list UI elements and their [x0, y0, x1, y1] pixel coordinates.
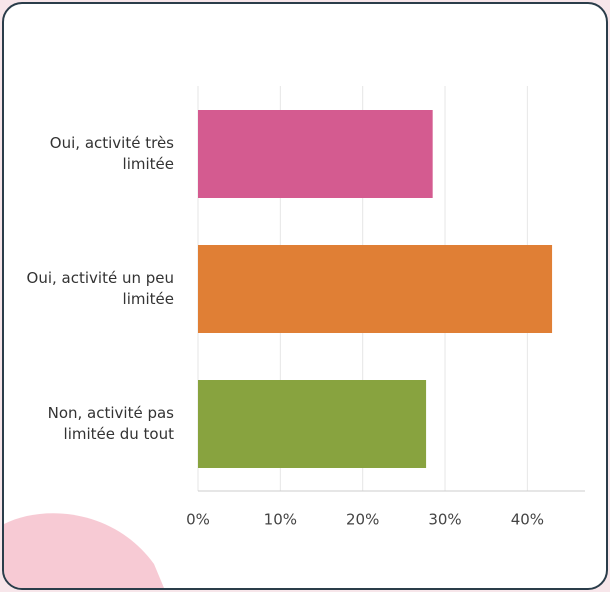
bar	[198, 380, 427, 468]
x-tick-label: 10%	[264, 511, 297, 529]
x-tick-label: 30%	[428, 511, 461, 529]
bar	[198, 110, 433, 198]
y-tick-label: Oui, activité un peu limitée	[26, 269, 174, 308]
x-tick-label: 0%	[186, 511, 210, 529]
decoration	[4, 513, 164, 588]
y-tick-label: Non, activité pas limitée du tout	[47, 404, 174, 443]
x-tick-label: 40%	[511, 511, 544, 529]
chart: 0% 10% 20% 30% 40%	[4, 86, 585, 588]
bar	[198, 245, 553, 333]
x-tick-label: 20%	[346, 511, 379, 529]
y-tick-label: Oui, activité très limitée	[49, 134, 174, 173]
